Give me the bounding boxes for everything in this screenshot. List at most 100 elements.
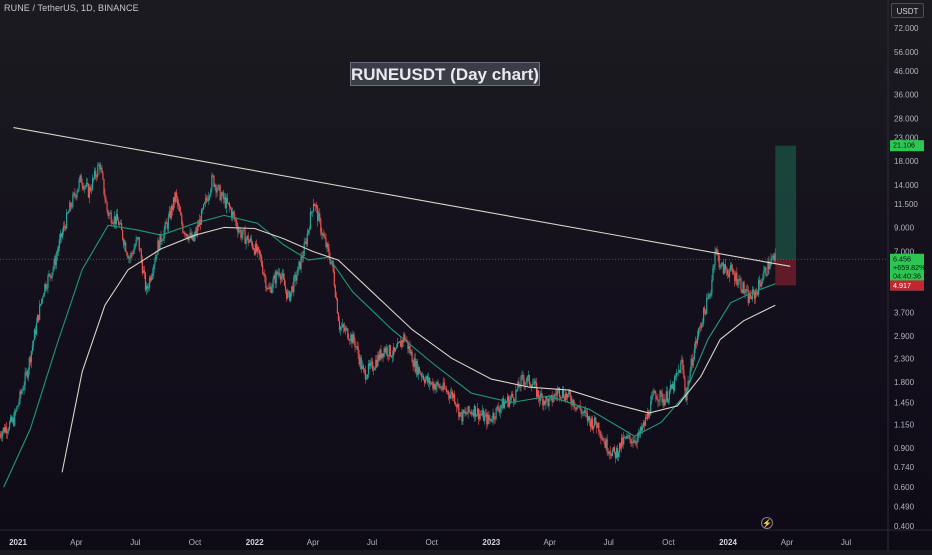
candle-body [426,376,428,379]
candle [308,226,310,235]
candle [227,202,230,206]
candle-body [99,164,101,170]
candle-body [431,381,433,384]
candle-body [206,198,208,200]
candle [415,358,417,378]
candle [640,422,642,434]
candle [94,167,96,181]
candle-body [310,211,313,213]
candle-body [67,212,69,214]
candle-body [145,285,148,290]
candle-body [737,284,739,285]
candle [500,405,502,414]
candle-body [437,381,439,385]
candle [125,240,127,253]
candle-body [441,389,443,390]
candle [251,240,253,250]
candle-body [753,291,756,299]
candle-body [60,233,63,238]
candle [159,233,161,250]
candle [48,270,50,278]
candle [116,208,119,221]
candle-body [3,427,5,433]
candle-body [625,436,627,439]
stop-zone [775,259,797,286]
candle-body [456,404,458,408]
candle [315,203,317,211]
candle-body [301,256,303,259]
candle-body [360,357,362,369]
candle-body [470,411,472,414]
candle [456,404,458,413]
candle [572,398,574,407]
candle [317,204,319,227]
candle-body [56,251,58,256]
candle-body [629,435,631,440]
chart-title-annotation[interactable]: RUNEUSDT (Day chart) [350,62,540,86]
candle-body [747,290,749,304]
candle [466,411,468,415]
candle-body [445,388,447,392]
candle [347,327,349,340]
candle-body [767,261,769,275]
candle [41,298,43,306]
candle [216,187,218,197]
candle-body [243,229,245,231]
candle-body [316,205,318,208]
candle [412,360,414,372]
candle-body [489,418,491,421]
candle [626,432,628,440]
candle-body [34,329,37,335]
candle [213,175,215,188]
candle [460,411,462,417]
candle [284,280,287,294]
candle-body [284,285,287,290]
candle-body [213,175,215,187]
candle [401,339,403,350]
candle [334,284,336,298]
candle [445,385,447,394]
candle [186,233,188,239]
candle [634,435,636,446]
candle [597,422,599,429]
candle [595,416,597,426]
candle [548,394,550,411]
candle-body [748,293,750,304]
candle-body [477,408,480,420]
candle-body [135,239,137,246]
currency-button[interactable]: USDT [891,3,924,18]
candle [179,202,181,213]
candle-body [195,230,197,234]
candle-body [493,413,495,419]
candle [169,207,171,220]
candle-body [698,327,701,329]
candle-body [186,233,188,238]
flash-icon[interactable]: ⚡ [761,517,773,529]
candle [67,211,69,215]
candle-body [650,401,652,416]
candle-body [64,226,67,229]
candle-body [538,390,540,399]
candle [144,271,147,293]
candle [143,265,146,279]
candle [156,254,158,260]
candle-body [100,167,102,170]
candle-body [593,425,595,430]
candle-body [258,249,261,255]
candle [71,202,73,209]
candle-body [279,274,281,280]
candle [431,381,433,386]
candle-body [719,266,721,268]
candle-body [604,441,606,448]
candle [194,226,196,241]
candle [550,394,552,401]
candle-body [579,405,581,410]
candle-body [251,242,253,248]
candle [180,206,182,216]
candle [733,269,735,275]
candle [298,260,300,271]
current-price-badge-text: 6.456 [893,254,911,263]
candle-body [217,185,219,190]
